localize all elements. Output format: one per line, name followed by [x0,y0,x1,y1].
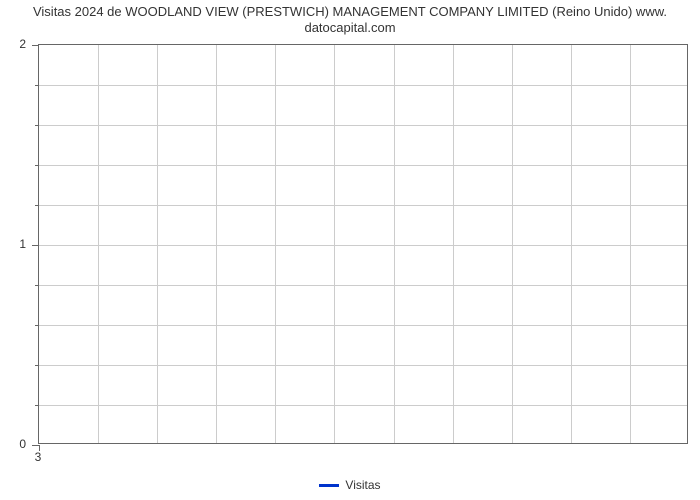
x-axis-label: 3 [35,450,42,464]
y-axis-label: 2 [0,37,26,51]
legend-label: Visitas [345,478,380,492]
y-minor-tick [35,405,39,406]
gridline-horizontal-minor [39,285,687,286]
gridline-horizontal [39,245,687,246]
gridline-horizontal-minor [39,205,687,206]
y-minor-tick [35,365,39,366]
gridline-vertical [334,45,335,443]
gridline-horizontal-minor [39,325,687,326]
y-minor-tick [35,205,39,206]
y-minor-tick [35,125,39,126]
chart-title: Visitas 2024 de WOODLAND VIEW (PRESTWICH… [0,4,700,35]
y-minor-tick [35,325,39,326]
y-major-tick [32,245,39,246]
y-major-tick [32,45,39,46]
gridline-horizontal-minor [39,165,687,166]
gridline-vertical [275,45,276,443]
chart-container: Visitas 2024 de WOODLAND VIEW (PRESTWICH… [0,0,700,500]
y-major-tick [32,445,39,446]
gridline-vertical [453,45,454,443]
y-minor-tick [35,285,39,286]
plot-area [38,44,688,444]
gridline-vertical [571,45,572,443]
gridline-vertical [216,45,217,443]
gridline-horizontal-minor [39,85,687,86]
gridline-vertical [157,45,158,443]
gridline-horizontal-minor [39,365,687,366]
gridline-vertical [394,45,395,443]
y-axis-label: 0 [0,437,26,451]
gridline-vertical [98,45,99,443]
y-minor-tick [35,165,39,166]
y-minor-tick [35,85,39,86]
legend-swatch [319,484,339,487]
gridline-vertical [512,45,513,443]
y-axis-label: 1 [0,237,26,251]
gridline-vertical [630,45,631,443]
legend: Visitas [0,478,700,492]
gridline-horizontal-minor [39,405,687,406]
gridline-horizontal-minor [39,125,687,126]
